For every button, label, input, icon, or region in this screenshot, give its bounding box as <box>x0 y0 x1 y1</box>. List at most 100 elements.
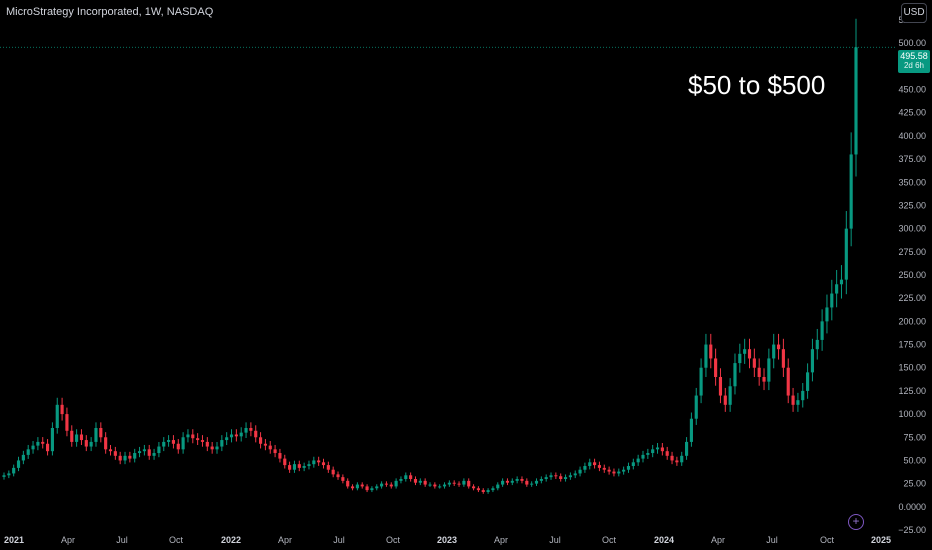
candle-body <box>854 47 858 155</box>
candle-body <box>631 462 635 467</box>
candle-body <box>563 477 568 479</box>
candle-body <box>355 484 359 489</box>
candle-body <box>113 451 117 456</box>
candle-body <box>835 284 839 294</box>
candle-body <box>597 465 602 468</box>
chart-title: MicroStrategy Incorporated, 1W, NASDAQ <box>6 6 214 18</box>
candle-body <box>568 475 572 478</box>
y-tick-label: 225.00 <box>898 293 926 303</box>
candle-body <box>341 477 345 481</box>
candle-body <box>684 441 689 456</box>
candle-body <box>554 475 558 477</box>
candle-body <box>844 228 848 280</box>
x-tick-label: Jul <box>333 535 345 545</box>
candle-body <box>423 480 427 485</box>
candle-body <box>723 395 727 405</box>
candle-body <box>370 488 374 491</box>
add-plus-icon[interactable]: + <box>848 514 864 530</box>
candle-body <box>752 358 756 368</box>
candle-body <box>481 490 485 492</box>
candle-body <box>292 464 297 470</box>
x-tick-label: Apr <box>494 535 508 545</box>
candle-body <box>442 484 447 487</box>
y-tick-label: 350.00 <box>898 177 926 187</box>
candle-body <box>12 467 16 474</box>
candle-body <box>694 395 698 419</box>
candle-body <box>539 479 543 481</box>
candle-body <box>704 344 708 368</box>
candle-body <box>839 279 844 285</box>
candle-body <box>471 486 476 489</box>
candle-body <box>288 465 292 470</box>
y-tick-label: 275.00 <box>898 247 926 257</box>
candle-body <box>312 460 316 465</box>
x-tick-label: Apr <box>278 535 292 545</box>
candle-body <box>815 339 819 350</box>
chart-annotation: $50 to $500 <box>688 70 826 100</box>
candle-body <box>409 475 413 479</box>
candle-body <box>796 400 800 405</box>
candle-body <box>225 437 229 441</box>
candle-body <box>147 449 151 456</box>
candle-body <box>394 480 398 487</box>
candle-body <box>220 440 224 447</box>
candle-body <box>747 349 752 359</box>
candle-body <box>26 449 30 455</box>
candle-body <box>776 344 781 350</box>
candle-body <box>549 475 553 478</box>
x-tick-label: 2025 <box>871 535 891 545</box>
x-tick-label: Apr <box>61 535 75 545</box>
candle-body <box>31 445 35 450</box>
candle-body <box>593 462 597 466</box>
candle-body <box>413 479 418 483</box>
candle-body <box>530 483 534 485</box>
candle-body <box>680 455 684 463</box>
candle-body <box>229 434 234 438</box>
candle-body <box>602 467 606 470</box>
candle-body <box>801 390 805 401</box>
candle-body <box>689 418 693 442</box>
candle-body <box>733 363 737 387</box>
candle-body <box>142 449 146 452</box>
candle-body <box>41 441 45 444</box>
candle-body <box>50 428 54 452</box>
candle-body <box>534 480 539 484</box>
candle-body <box>21 454 25 461</box>
candle-body <box>757 367 761 377</box>
candle-body <box>510 480 514 483</box>
candle-body <box>104 437 108 450</box>
candle-body <box>384 483 389 485</box>
candle-body <box>786 367 790 396</box>
y-tick-label: 100.00 <box>898 409 926 419</box>
candle-body <box>433 484 437 487</box>
candle-body <box>258 437 263 444</box>
candle-body <box>438 486 442 488</box>
candle-body <box>670 455 674 461</box>
candle-body <box>162 441 166 447</box>
candle-body <box>612 471 616 474</box>
y-tick-label: 400.00 <box>898 131 926 141</box>
candle-body <box>573 473 577 476</box>
candle-body <box>249 428 253 431</box>
y-tick-label: 300.00 <box>898 224 926 234</box>
candle-body <box>60 404 64 415</box>
candle-body <box>317 460 321 463</box>
candle-body <box>714 358 718 377</box>
candle-body <box>675 460 679 463</box>
candle-body <box>191 434 195 439</box>
candle-body <box>762 377 766 382</box>
x-tick-label: Oct <box>169 535 184 545</box>
candle-body <box>404 475 408 479</box>
candle-body <box>447 482 451 485</box>
candle-body <box>239 432 243 437</box>
candle-body <box>452 482 456 484</box>
currency-button[interactable]: USD <box>901 3 927 23</box>
candle-body <box>254 430 258 438</box>
candle-body <box>781 349 785 368</box>
y-tick-label: −25.00 <box>898 525 926 535</box>
last-price-tag: 495.58 2d 6h <box>898 50 930 73</box>
candle-body <box>626 466 631 470</box>
candle-body <box>215 446 219 450</box>
candle-body <box>75 434 79 442</box>
